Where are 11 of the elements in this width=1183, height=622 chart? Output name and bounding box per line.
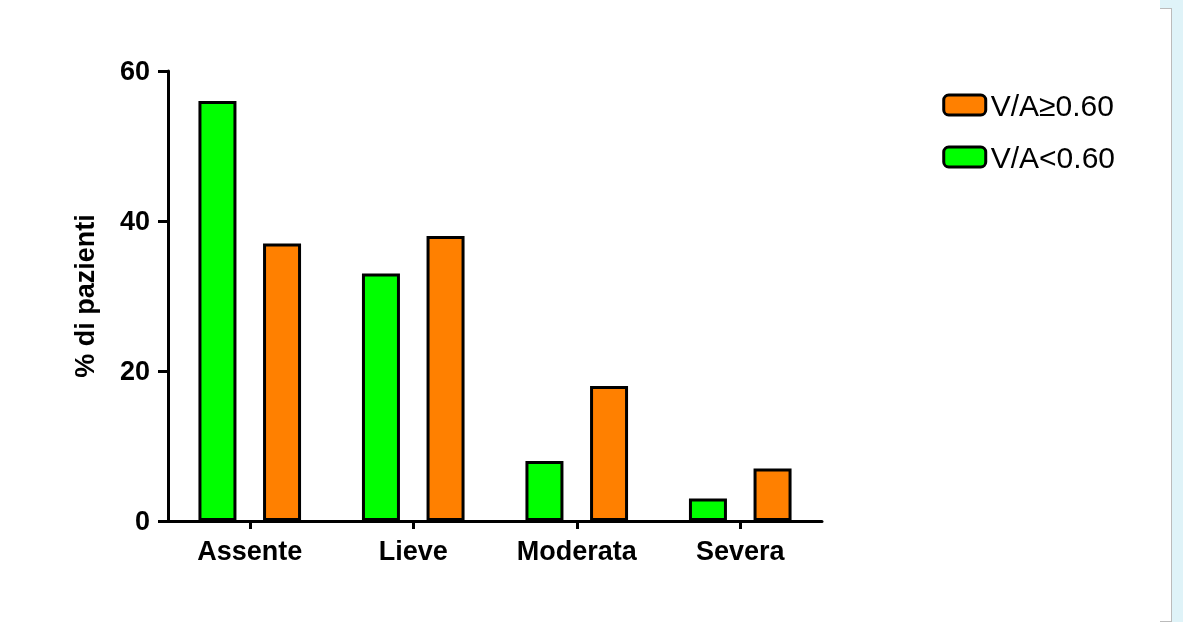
y-tick-label: 0 bbox=[134, 506, 150, 536]
y-tick-label: 60 bbox=[119, 56, 150, 86]
x-tick-label: Moderata bbox=[516, 535, 638, 566]
x-tick-label: Severa bbox=[695, 535, 786, 566]
y-tick-label: 40 bbox=[119, 206, 150, 236]
legend-label: V/A≥0.60 bbox=[990, 88, 1114, 122]
legend-label: V/A<0.60 bbox=[990, 140, 1115, 174]
x-tick-label: Assente bbox=[197, 535, 303, 566]
y-tick-label: 20 bbox=[119, 356, 150, 386]
y-axis-title: % di pazienti bbox=[69, 214, 100, 378]
x-tick-label: Lieve bbox=[378, 535, 448, 566]
